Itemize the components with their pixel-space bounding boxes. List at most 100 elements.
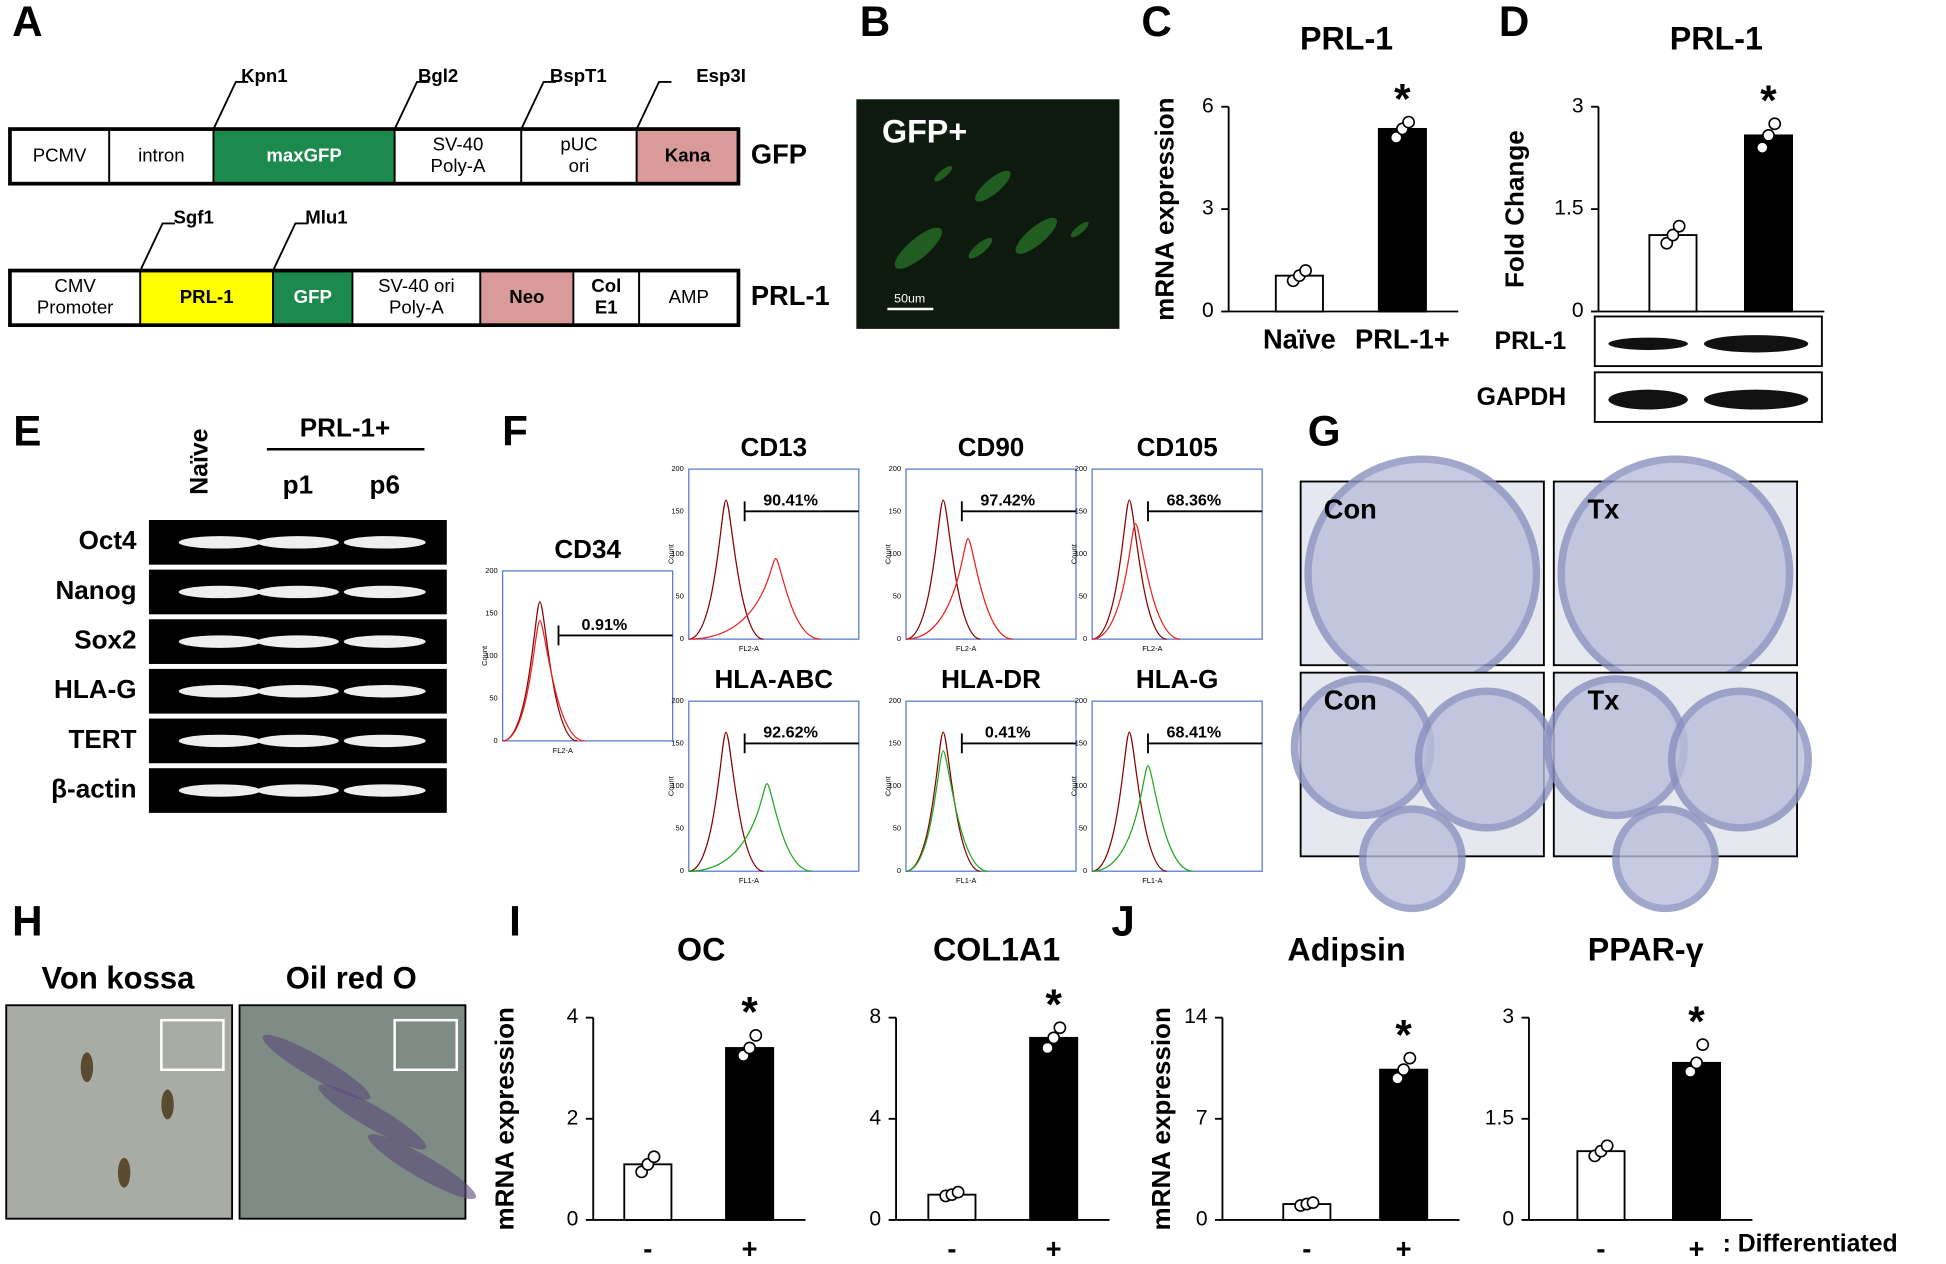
segment-label: GFP [294, 286, 332, 307]
panel-label: E [13, 408, 41, 455]
tubule [1667, 687, 1812, 832]
flow-y-tick: 150 [671, 739, 683, 748]
site-line [139, 222, 176, 271]
flow-sample [905, 537, 1013, 640]
flow-gate [960, 501, 1077, 522]
gel-band [178, 585, 261, 599]
plasmid-segment [479, 269, 575, 327]
y-tick-label: 0 [1502, 1208, 1514, 1231]
gel-band [343, 635, 426, 648]
segment-label: E1 [595, 296, 618, 317]
blot-band [1608, 389, 1688, 410]
data-point [1762, 129, 1775, 142]
flow-control [905, 731, 981, 872]
flow-y-tick: 50 [489, 693, 497, 702]
stained-cell [117, 1157, 131, 1188]
histology-label: Tx [1588, 685, 1620, 716]
data-point [1053, 1021, 1067, 1035]
gel-band [343, 685, 426, 698]
flow-marker: CD13 [741, 432, 808, 462]
bar [1377, 127, 1427, 313]
flow-control [688, 731, 764, 872]
data-point [1683, 1065, 1697, 1078]
data-point [1047, 1031, 1061, 1045]
gfp-cell [1070, 221, 1089, 238]
gel-band [343, 585, 426, 599]
flow-y-tick: 150 [1075, 739, 1087, 748]
panel-label: D [1499, 0, 1529, 45]
data-point [1306, 1196, 1320, 1209]
flow-y-tick: 0 [897, 866, 901, 875]
y-tick-label: 14 [1184, 1005, 1208, 1028]
flow-plot [905, 700, 1077, 872]
y-tick-label: 3 [1572, 94, 1584, 117]
gel-band [178, 685, 261, 698]
x-tick-label: + [742, 1233, 758, 1264]
panel-label: F [502, 408, 528, 455]
data-point [1391, 1071, 1404, 1085]
plasmid-segment [572, 269, 641, 327]
panel-label: C [1141, 0, 1171, 45]
site-label: Esp3I [696, 65, 746, 86]
scale-label: 50um [894, 291, 925, 305]
flow-plot [1091, 700, 1263, 872]
chart-title: PPAR-γ [1588, 931, 1704, 967]
y-axis-label: mRNA expression [1149, 97, 1179, 320]
flow-y-tick: 150 [889, 507, 901, 516]
chart-title: Adipsin [1287, 931, 1405, 967]
flow-gate [743, 733, 859, 754]
tubule [1358, 805, 1466, 913]
gel-band [178, 635, 261, 648]
data-point [1768, 117, 1782, 131]
gel-band [178, 734, 261, 748]
data-point [1299, 264, 1312, 277]
segment-label: Poly-A [431, 155, 486, 176]
flow-y-label: Count [884, 543, 893, 564]
flow-percent: 0.91% [582, 616, 628, 634]
histology-label: Tx [1588, 494, 1620, 525]
site-label: Bgl2 [418, 65, 458, 86]
bar [1379, 1068, 1429, 1221]
flow-percent: 68.36% [1167, 492, 1222, 510]
significance-star: * [1395, 1011, 1412, 1058]
data-point [1403, 1051, 1417, 1065]
significance-star: * [1688, 998, 1705, 1045]
gene-label: β-actin [51, 773, 136, 803]
flow-plot [688, 468, 860, 640]
flow-plot [1091, 468, 1263, 640]
flow-y-tick: 0 [494, 736, 498, 745]
flow-percent: 97.42% [980, 492, 1035, 510]
tubule [1414, 687, 1559, 832]
flow-y-label: Count [1070, 543, 1079, 564]
blot-band [1608, 337, 1688, 350]
x-tick-label: + [1046, 1233, 1062, 1264]
data-point [1041, 1041, 1054, 1055]
panel-label: A [12, 0, 42, 45]
data-point [1755, 141, 1769, 155]
flow-y-tick: 50 [676, 592, 684, 601]
segment-label: Promoter [37, 296, 114, 317]
chart-title: OC [677, 931, 725, 967]
significance-star: * [1760, 77, 1777, 124]
flow-gate [1147, 501, 1263, 522]
segment-label: intron [138, 144, 185, 165]
bar [1743, 134, 1794, 313]
segment-label: pUC [560, 134, 597, 155]
bar [1648, 234, 1698, 313]
y-tick-label: 1.5 [1485, 1106, 1514, 1129]
site-label: Mlu1 [305, 206, 347, 227]
gel-band [256, 784, 339, 797]
y-axis-label: mRNA expression [489, 1007, 519, 1230]
y-tick-label: 6 [1202, 94, 1214, 117]
y-axis-label: mRNA expression [1146, 1007, 1176, 1230]
histology-label: Con [1324, 494, 1377, 525]
site-label: Kpn1 [241, 65, 288, 86]
flow-control [1092, 731, 1167, 872]
flow-y-tick: 0 [1083, 634, 1087, 643]
y-tick-label: 2 [567, 1106, 579, 1129]
y-tick-label: 3 [1502, 1005, 1514, 1028]
differentiated-label: : Differentiated [1723, 1230, 1898, 1257]
y-axis-label: Fold Change [1499, 130, 1529, 288]
flow-y-tick: 200 [889, 464, 901, 473]
